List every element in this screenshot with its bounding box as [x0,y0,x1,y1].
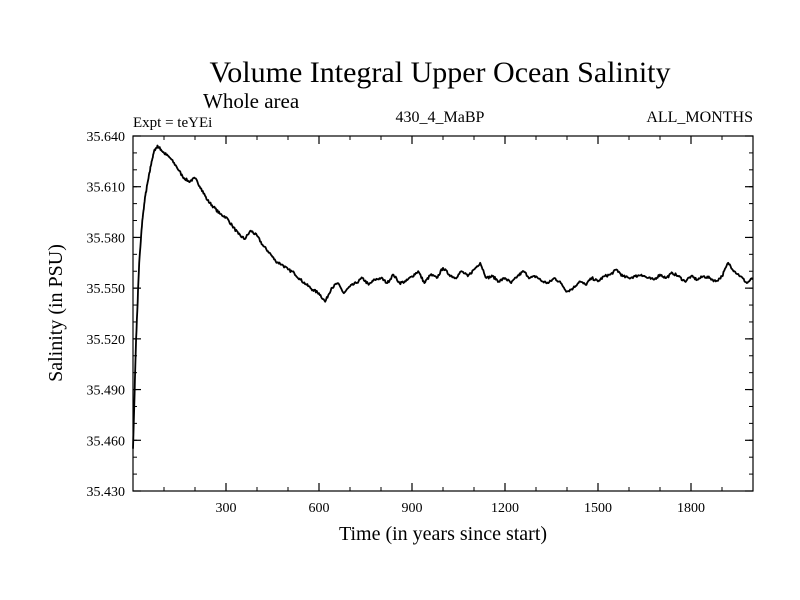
expt-label: Expt = teYEi [133,115,212,131]
chart-subtitle: Whole area [203,89,300,113]
x-tick-label: 1800 [677,501,705,516]
y-tick-label: 35.520 [87,333,126,348]
y-tick-label: 35.580 [87,231,126,246]
x-tick-label: 600 [309,501,330,516]
y-tick-label: 35.430 [87,485,126,500]
x-axis-label: Time (in years since start) [339,523,547,545]
y-tick-label: 35.550 [87,282,126,297]
x-tick-label: 300 [216,501,237,516]
x-axis: 300 600 900 1200 1500 1800 [163,136,723,516]
plot-frame [132,135,754,492]
y-axis-label: Salinity (in PSU) [45,244,67,382]
y-axis: 35.430 35.460 35.490 35.520 35.550 35.580 35.6… [87,130,753,500]
y-tick-label: 35.640 [87,130,126,145]
x-tick-label: 1200 [491,501,519,516]
center-label: 430_4_MaBP [396,109,485,126]
x-tick-label: 1500 [584,501,612,516]
x-tick-label: 900 [402,501,423,516]
y-tick-label: 35.610 [87,181,126,196]
chart-title: Volume Integral Upper Ocean Salinity [210,56,671,89]
y-tick-label: 35.490 [87,384,126,399]
salinity-series-line [132,144,754,449]
y-tick-label: 35.460 [87,434,126,449]
right-label: ALL_MONTHS [646,109,753,126]
